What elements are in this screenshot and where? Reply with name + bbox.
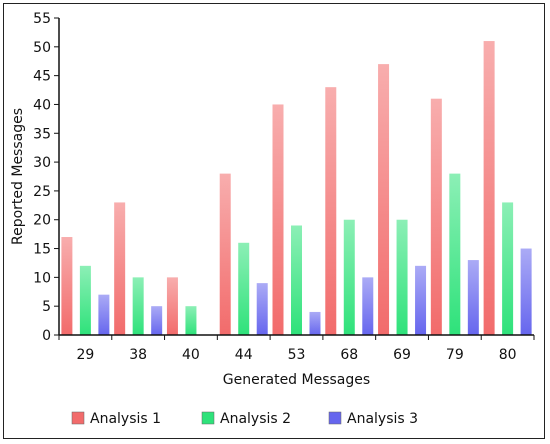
y-tick-label: 0 — [42, 328, 51, 344]
x-tick-label: 53 — [288, 347, 306, 363]
bar-analysis-1-80 — [483, 41, 495, 336]
y-tick-label: 30 — [33, 155, 51, 171]
legend-swatch-analysis-1 — [71, 411, 85, 425]
y-axis-title: Reported Messages — [10, 108, 26, 245]
x-tick-label: 40 — [182, 347, 200, 363]
bar-analysis-2-80 — [502, 202, 514, 335]
bar-analysis-3-29 — [98, 294, 110, 335]
x-tick-label: 68 — [340, 347, 358, 363]
y-tick-label: 5 — [42, 299, 51, 315]
bar-analysis-2-44 — [238, 242, 250, 335]
y-tick-label: 15 — [33, 242, 51, 258]
bar-analysis-3-44 — [256, 283, 268, 335]
y-tick-label: 45 — [33, 69, 51, 85]
legend: Analysis 1 Analysis 2 Analysis 3 — [71, 411, 418, 427]
y-tick-label: 25 — [33, 184, 51, 200]
bar-analysis-2-79 — [449, 173, 461, 335]
y-tick-label: 55 — [33, 11, 51, 27]
bar-analysis-3-80 — [520, 248, 532, 335]
x-axis-title: Generated Messages — [223, 372, 370, 388]
bar-analysis-1-79 — [430, 98, 442, 335]
x-tick-label: 29 — [76, 347, 94, 363]
bar-analysis-3-68 — [362, 277, 374, 335]
y-tick-label: 40 — [33, 97, 51, 113]
bar-analysis-2-69 — [396, 219, 408, 335]
x-tick-label: 38 — [129, 347, 147, 363]
legend-label-analysis-1: Analysis 1 — [90, 411, 161, 427]
legend-label-analysis-2: Analysis 2 — [220, 411, 291, 427]
bar-analysis-1-68 — [325, 87, 337, 335]
y-tick-label: 50 — [33, 40, 51, 56]
bar-analysis-3-69 — [415, 265, 427, 335]
bar-analysis-1-44 — [219, 173, 231, 335]
bar-analysis-2-29 — [79, 265, 91, 335]
axes-layer: 0 5 10 15 20 25 30 35 40 45 50 55 29 38 40 44 53 68 69 79 80 — [33, 11, 535, 363]
bar-analysis-1-40 — [166, 277, 178, 335]
y-tick-label: 10 — [33, 270, 51, 286]
x-tick-label: 80 — [499, 347, 517, 363]
y-tick-label: 20 — [33, 213, 51, 229]
bar-analysis-2-68 — [343, 219, 355, 335]
legend-label-analysis-3: Analysis 3 — [347, 411, 418, 427]
bar-analysis-1-69 — [378, 64, 390, 335]
bar-analysis-1-53 — [272, 104, 284, 335]
legend-swatch-analysis-2 — [201, 411, 215, 425]
bars-layer — [61, 41, 532, 336]
bar-analysis-1-29 — [61, 237, 73, 335]
y-tick-label: 35 — [33, 126, 51, 142]
legend-swatch-analysis-3 — [328, 411, 342, 425]
x-tick-label: 69 — [393, 347, 411, 363]
bar-analysis-3-53 — [309, 311, 321, 335]
bar-analysis-2-40 — [185, 306, 197, 335]
bar-analysis-2-38 — [132, 277, 144, 335]
bar-analysis-1-38 — [114, 202, 126, 335]
bar-analysis-3-79 — [467, 260, 479, 335]
bar-analysis-2-53 — [291, 225, 302, 335]
bar-analysis-3-38 — [151, 306, 163, 335]
x-tick-label: 79 — [446, 347, 464, 363]
x-tick-label: 44 — [235, 347, 253, 363]
